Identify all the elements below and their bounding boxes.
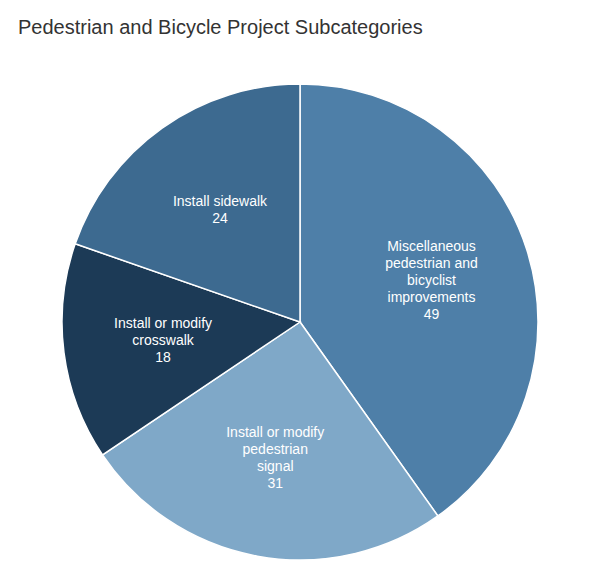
category-label: Miscellaneouspedestrian andbicyclistimpr… (385, 238, 478, 305)
category-label-line: Install sidewalk (173, 193, 268, 209)
value-label: 18 (155, 349, 171, 365)
value-label: 49 (424, 306, 440, 322)
category-label-line: pedestrian (243, 441, 308, 457)
category-label-line: bicyclist (407, 272, 456, 288)
value-label: 24 (212, 210, 228, 226)
category-label-line: signal (257, 458, 294, 474)
category-label-line: Install or modify (114, 315, 212, 331)
slice-labels: Miscellaneouspedestrian andbicyclistimpr… (114, 193, 478, 491)
category-label-line: Miscellaneous (387, 238, 476, 254)
slice (75, 84, 300, 322)
chart-container: Pedestrian and Bicycle Project Subcatego… (0, 0, 600, 586)
category-label: Install or modifycrosswalk (114, 315, 212, 348)
category-label-line: pedestrian and (385, 255, 478, 271)
category-label-line: crosswalk (132, 332, 194, 348)
slice-label: Miscellaneouspedestrian andbicyclistimpr… (385, 238, 478, 322)
category-label: Install or modifypedestriansignal (226, 424, 324, 474)
title: Pedestrian and Bicycle Project Subcatego… (18, 16, 423, 38)
category-label-line: Install or modify (226, 424, 324, 440)
value-label: 31 (267, 475, 283, 491)
slice-label: Install or modifypedestriansignal31 (226, 424, 324, 491)
slice-label: Install or modifycrosswalk18 (114, 315, 212, 365)
category-label-line: improvements (388, 289, 476, 305)
chart: Pedestrian and Bicycle Project Subcatego… (0, 0, 600, 586)
slice-label: Install sidewalk24 (173, 193, 268, 226)
slices (62, 84, 538, 560)
category-label: Install sidewalk (173, 193, 268, 209)
